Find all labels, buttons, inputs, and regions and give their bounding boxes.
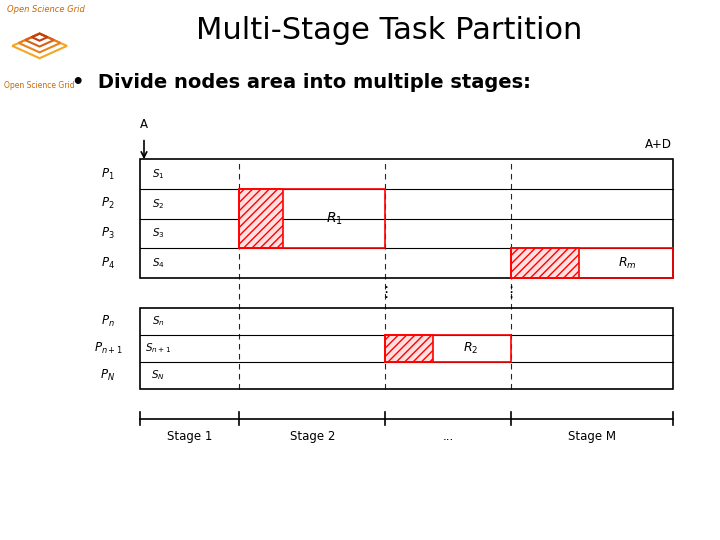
Text: $R_m$: $R_m$	[618, 256, 637, 271]
Bar	[385, 335, 433, 362]
Bar	[510, 248, 579, 278]
Text: $R_1$: $R_1$	[325, 211, 343, 227]
Bar	[140, 308, 673, 389]
Text: Open Science Grid: Open Science Grid	[4, 81, 75, 90]
Text: Multi-Stage Task Partition: Multi-Stage Task Partition	[196, 16, 582, 45]
Bar	[385, 335, 510, 362]
Bar	[239, 189, 283, 248]
Text: ...: ...	[443, 430, 454, 443]
Text: $R_2$: $R_2$	[463, 341, 478, 356]
Text: A+D: A+D	[645, 138, 672, 151]
Text: Stage 2: Stage 2	[289, 430, 335, 443]
Text: $S_4$: $S_4$	[152, 256, 165, 270]
Text: $P_2$: $P_2$	[102, 197, 114, 211]
Text: A: A	[140, 118, 148, 131]
Text: $P_{n+1}$: $P_{n+1}$	[94, 341, 122, 356]
Text: $P_n$: $P_n$	[101, 314, 115, 329]
Text: Open Science Grid: Open Science Grid	[7, 5, 85, 15]
Text: •  Divide nodes area into multiple stages:: • Divide nodes area into multiple stages…	[72, 73, 531, 92]
Text: ⋮: ⋮	[378, 286, 393, 300]
Text: $P_N$: $P_N$	[101, 368, 115, 383]
Text: $S_N$: $S_N$	[151, 368, 166, 382]
Text: Stage M: Stage M	[568, 430, 616, 443]
Text: $P_3$: $P_3$	[102, 226, 114, 241]
Text: $S_1$: $S_1$	[152, 167, 165, 181]
Text: $S_n$: $S_n$	[152, 314, 165, 328]
Text: $P_1$: $P_1$	[102, 167, 114, 181]
Bar	[510, 248, 673, 278]
Text: $S_3$: $S_3$	[152, 227, 165, 240]
Bar	[140, 159, 673, 278]
Bar	[239, 189, 385, 248]
Text: $S_2$: $S_2$	[152, 197, 165, 211]
Text: $S_{n+1}$: $S_{n+1}$	[145, 341, 171, 355]
Text: $P_4$: $P_4$	[101, 256, 115, 271]
Text: ⋮: ⋮	[503, 286, 518, 300]
Text: Stage 1: Stage 1	[167, 430, 212, 443]
